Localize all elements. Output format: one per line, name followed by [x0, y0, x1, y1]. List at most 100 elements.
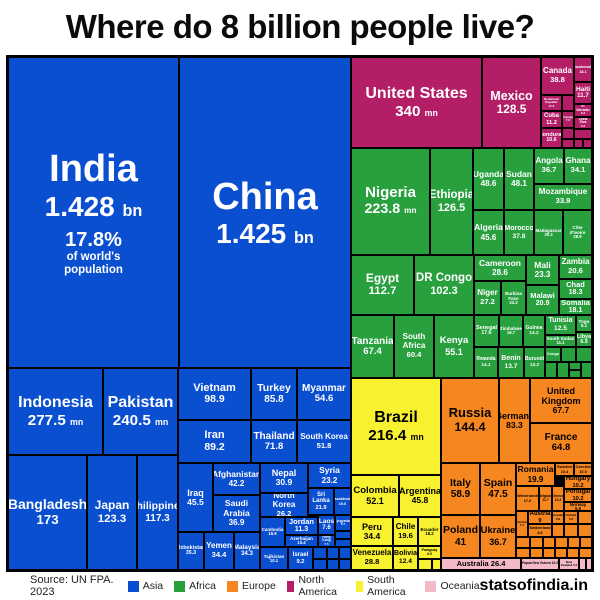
cell-south-sudan: South Sudan 11.1 [545, 335, 576, 347]
cell-honduras: Honduras10.6 [541, 128, 562, 148]
cell-egypt: Egypt 112.7 [351, 255, 414, 315]
cell-angola: Angola 36.7 [534, 148, 564, 184]
cell-ethiopia: Ethiopia 126.5 [430, 148, 473, 255]
cell-italy: Italy 58.9 [441, 463, 480, 515]
cell-mexico: Mexico 128.5 [482, 57, 541, 148]
cell-south-korea: South Korea 51.8 [297, 420, 351, 463]
cell-zambia: Zambia 20.6 [559, 255, 592, 279]
cell-rwanda: Rwanda 14.1 [474, 347, 498, 378]
legend: Asia Africa Europe North America South Ameri… [127, 574, 480, 598]
page-title: Where do 8 billion people live? [65, 8, 535, 45]
cell-c-te-d-ivoire: Côte d'Ivoire 28.9 [563, 210, 592, 255]
cell-malaysia: Malaysia 34.3 [234, 532, 260, 570]
cell-austria: Austria 9 [528, 511, 552, 524]
cell-russia: Russia 144.4 [441, 378, 499, 463]
cell-guatemala: Guatemala18.1 [574, 57, 592, 82]
cell-japan: Japan 123.3 [87, 455, 137, 570]
cell-portugal: Portugal 10.2 [564, 489, 592, 502]
cell-unlabeled [313, 547, 327, 559]
cell-el-salvador: El Salvador 6.4 [574, 104, 592, 117]
cell-unlabeled [562, 128, 574, 139]
cell-thailand: Thailand 71.8 [251, 420, 297, 463]
cell-unlabeled [418, 559, 432, 570]
cell-mali: Mali 23.3 [526, 255, 559, 285]
cell-kazakhstan: Kazakhstan19.6 [334, 488, 351, 515]
cell-costa-rica: Costa Rica 5.2 [574, 117, 592, 129]
cell-unlabeled [339, 559, 351, 570]
cell-togo: Togo 9.1 [576, 315, 592, 332]
legend-item-south_america: South America [355, 574, 415, 598]
cell-unlabeled [555, 548, 567, 558]
cell-hong-kong: Hong Kong 7.5 [318, 535, 335, 547]
cell-norway: Norway 5.5 [564, 502, 592, 511]
cell-dr-congo: DR Congo 102.3 [414, 255, 474, 315]
legend-item-europe: Europe [226, 580, 276, 592]
cell-unlabeled [561, 347, 576, 362]
cell-belgium: Belgium 11.7 [539, 486, 552, 511]
legend-item-africa: Africa [174, 580, 216, 592]
cell-myanmar: Myanmar 54.6 [297, 368, 351, 420]
cell-north-korea: North Korea 26.2 [260, 493, 308, 517]
cell-colombia: Colombia 52.1 [351, 475, 399, 517]
cell-unlabeled [578, 511, 592, 524]
cell-jordan: Jordan 11.3 [285, 517, 318, 535]
cell-unlabeled [576, 347, 592, 362]
cell-nigeria: Nigeria 223.8 mn [351, 148, 430, 255]
cell-bangladesh: Bangladesh 173 [8, 455, 87, 570]
cell-tanzania: Tanzania 67.4 [351, 315, 394, 378]
site-label: statsofindia.in [479, 577, 588, 594]
legend-swatch-south_america [355, 580, 364, 592]
cell-kyrgyzstan: Kyrgyzstan 6.7 [335, 515, 351, 531]
cell-unlabeled [327, 559, 339, 570]
cell-unlabeled [569, 370, 581, 378]
cell-unlabeled [579, 548, 592, 558]
cell-somalia: Somalia 18.1 [559, 299, 592, 315]
cell-morocco: Morocco 37.8 [504, 210, 534, 255]
cell-algeria: Algeria 45.6 [473, 210, 504, 255]
cell-unlabeled [586, 558, 592, 570]
cell-malawi: Malawi 20.9 [526, 285, 559, 315]
cell-unlabeled [516, 548, 530, 558]
cell-unlabeled [432, 559, 441, 570]
cell-saudi-arabia: Saudi Arabia 36.9 [213, 495, 260, 532]
cell-nepal: Nepal 30.9 [260, 463, 308, 493]
cell-unlabeled [583, 139, 592, 148]
cell-nicaragua: Nicaragua7.0 [562, 111, 574, 128]
cell-spain: Spain 47.5 [480, 463, 516, 515]
cell-indonesia: Indonesia 277.5 mn [8, 368, 103, 455]
cell-paraguay: Paraguay 6.9 [418, 546, 441, 559]
cell-united-states: United States 340 mn [351, 57, 482, 148]
legend-label-north_america: North America [298, 574, 337, 598]
legend-label-south_america: South America [367, 574, 406, 598]
cell-unlabeled [568, 537, 580, 548]
cell-dominican-republic: Dominican Republic 11.3 [541, 95, 562, 111]
cell-unlabeled [574, 139, 583, 148]
cell-peru: Peru 34.4 [351, 517, 393, 546]
cell-uzbekistan: Uzbekistan35.3 [178, 532, 204, 570]
cell-serbia: Serbia 7.1 [516, 511, 528, 537]
cell-unlabeled [543, 537, 555, 548]
cell-india: India 1.428 bn 17.8% of world's population [8, 57, 179, 368]
cell-south-africa: South Africa 60.4 [394, 315, 434, 378]
cell-unlabeled [335, 539, 351, 547]
cell-chile: Chile 19.6 [393, 517, 418, 546]
cell-sri-lanka: Sri Lanka 21.9 [308, 488, 334, 515]
legend-swatch-europe [226, 580, 238, 592]
cell-unlabeled [552, 524, 564, 537]
cell-haiti: Haiti 11.7 [574, 82, 592, 104]
cell-unlabeled [516, 537, 530, 548]
cell-philippines: Philippines117.3 [137, 455, 178, 570]
cell-sudan: Sudan 48.1 [504, 148, 534, 210]
cell-iraq: Iraq 45.5 [178, 463, 213, 532]
cell-bolivia: Bolivia 12.4 [393, 546, 418, 570]
cell-unlabeled [530, 537, 543, 548]
cell-ukraine: Ukraine 36.7 [480, 515, 516, 558]
cell-papua-new-guinea: Papua New Guinea 10.3 [521, 558, 559, 570]
legend-item-asia: Asia [127, 580, 163, 592]
cell-sweden: Sweden 10.4 [555, 463, 574, 476]
cell-brazil: Brazil 216.4 mn [351, 378, 441, 475]
cell-germany: Germany83.3 [499, 378, 530, 463]
cell-yemen: Yemen 34.4 [204, 532, 234, 570]
cell-unlabeled [564, 524, 578, 537]
